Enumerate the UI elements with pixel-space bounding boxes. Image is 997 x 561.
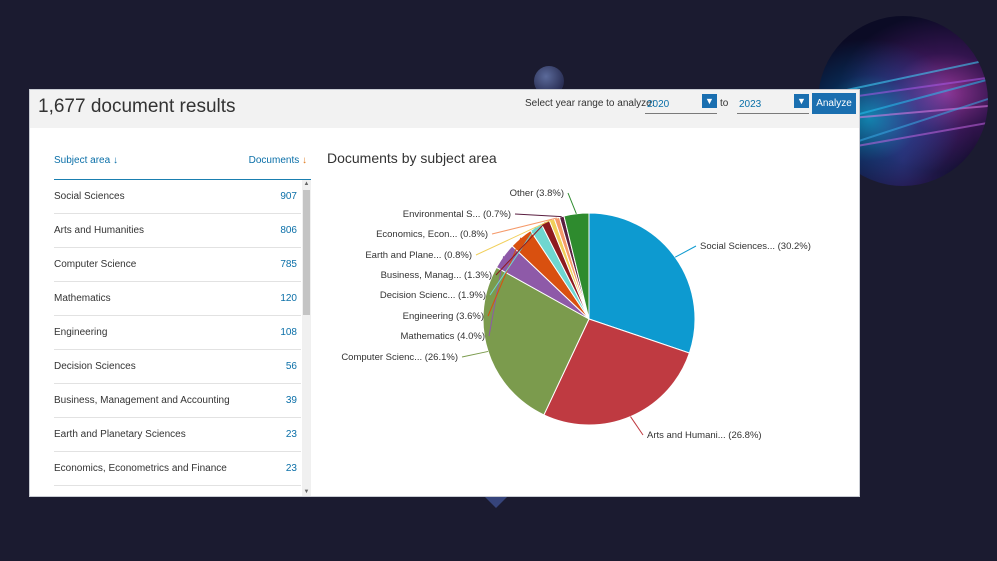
slice-leader-line xyxy=(491,217,557,235)
table-row[interactable]: Decision Sciences 56 xyxy=(54,350,301,384)
slice-label: Computer Scienc... (26.1%) xyxy=(341,352,458,363)
table-row[interactable]: Arts and Humanities 806 xyxy=(54,214,301,248)
slice-label: Other (3.8%) xyxy=(510,188,564,199)
pie-slice[interactable] xyxy=(543,318,691,426)
results-header: 1,677 document results Select year range… xyxy=(30,90,859,128)
slice-leader-line xyxy=(487,237,522,317)
document-count[interactable]: 23 xyxy=(285,463,297,474)
subject-area-pie-chart: Social Sciences... (30.2%) Arts and Human… xyxy=(341,188,811,441)
subject-area-name: Economics, Econometrics and Finance xyxy=(54,463,227,474)
slice-leader-line xyxy=(489,226,537,296)
document-count[interactable]: 806 xyxy=(280,225,297,236)
subject-area-name: Social Sciences xyxy=(54,191,125,202)
table-row[interactable]: Economics, Econometrics and Finance 23 xyxy=(54,452,301,486)
analysis-panel: 1,677 document results Select year range… xyxy=(29,89,860,497)
slice-label: Environmental S... (0.7%) xyxy=(403,209,511,220)
slice-label: Earth and Plane... (0.8%) xyxy=(365,250,472,261)
to-label: to xyxy=(720,98,729,109)
analyze-button[interactable]: Analyze xyxy=(812,93,856,114)
table-row[interactable]: Environmental Science22 xyxy=(54,486,301,496)
scrollbar-thumb[interactable] xyxy=(303,190,310,315)
year-from-value: 2020 xyxy=(647,99,670,110)
results-title: 1,677 document results xyxy=(38,96,236,117)
subject-area-sort-header[interactable]: Subject area ↓ xyxy=(54,155,118,166)
table-header: Subject area ↓ Documents ↓ xyxy=(54,145,311,180)
slice-label: Arts and Humani... (26.8%) xyxy=(647,430,762,441)
table-row[interactable]: Computer Science 785 xyxy=(54,248,301,282)
slice-leader-line xyxy=(674,245,697,258)
document-count[interactable]: 108 xyxy=(280,327,297,338)
table-row[interactable]: Mathematics 120 xyxy=(54,282,301,316)
document-count[interactable]: 56 xyxy=(285,361,297,372)
sort-arrow-icon: ↓ xyxy=(302,155,307,166)
year-from-select[interactable]: 2020 ▼ xyxy=(645,94,717,114)
slice-leader-line xyxy=(495,222,546,276)
arrow-down-icon[interactable]: ▼ xyxy=(303,489,310,495)
table-row[interactable]: Engineering 108 xyxy=(54,316,301,350)
slice-leader-line xyxy=(514,213,562,218)
subject-area-name: Earth and Planetary Sciences xyxy=(54,429,186,440)
subject-area-header-label: Subject area xyxy=(54,155,111,166)
slice-label: Social Sciences... (30.2%) xyxy=(700,241,811,252)
document-count[interactable]: 785 xyxy=(280,259,297,270)
slice-label: Economics, Econ... (0.8%) xyxy=(376,229,488,240)
subject-area-name: Engineering xyxy=(54,327,108,338)
subject-area-name: Computer Science xyxy=(54,259,137,270)
table-row[interactable]: Earth and Planetary Sciences 23 xyxy=(54,418,301,452)
slice-label: Mathematics (4.0%) xyxy=(401,331,485,342)
subject-area-name: Decision Sciences xyxy=(54,361,136,372)
year-to-value: 2023 xyxy=(739,99,762,110)
document-count[interactable]: 39 xyxy=(285,395,297,406)
documents-sort-header[interactable]: Documents ↓ xyxy=(249,155,307,166)
arrow-up-icon[interactable]: ▲ xyxy=(303,181,310,187)
slice-leader-line xyxy=(475,219,553,256)
slice-label: Business, Manag... (1.3%) xyxy=(381,270,492,281)
chart-title: Documents by subject area xyxy=(327,150,497,166)
subject-area-name: Arts and Humanities xyxy=(54,225,145,236)
chevron-down-icon[interactable]: ▼ xyxy=(794,94,809,108)
table-row[interactable]: Business, Management and Accounting 39 xyxy=(54,384,301,418)
document-count[interactable]: 120 xyxy=(280,293,297,304)
subject-area-table: Social Sciences 907 Arts and Humanities 806… xyxy=(54,180,301,496)
slice-leader-line xyxy=(630,416,644,436)
subject-area-name: Mathematics xyxy=(54,293,111,304)
chevron-down-icon[interactable]: ▼ xyxy=(702,94,717,108)
documents-header-label: Documents xyxy=(248,155,300,166)
subject-area-name: Business, Management and Accounting xyxy=(54,395,230,406)
sort-arrow-icon: ↓ xyxy=(112,155,118,166)
table-row[interactable]: Social Sciences 907 xyxy=(54,180,301,214)
slice-leader-line xyxy=(461,350,489,358)
year-to-select[interactable]: 2023 ▼ xyxy=(737,94,809,114)
table-scrollbar[interactable]: ▲ ▼ xyxy=(302,180,311,496)
pie-slice[interactable] xyxy=(588,212,696,354)
document-count[interactable]: 23 xyxy=(285,429,297,440)
slice-label: Decision Scienc... (1.9%) xyxy=(380,290,486,301)
slice-leader-line xyxy=(567,192,577,214)
slice-label: Engineering (3.6%) xyxy=(403,311,484,322)
document-count[interactable]: 907 xyxy=(280,191,297,202)
year-range-label: Select year range to analyze: xyxy=(525,98,655,109)
